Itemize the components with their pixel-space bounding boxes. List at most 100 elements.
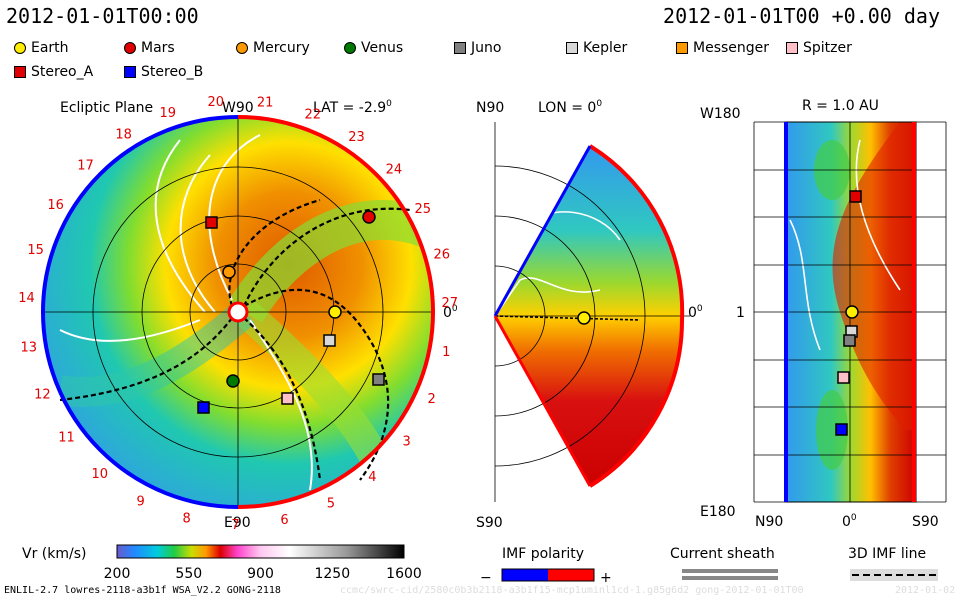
ecliptic-top-label: W90 [222,100,254,116]
juno-marker [372,373,385,386]
stereo-a-marker [205,216,218,229]
carrington-label: 15 [27,243,44,258]
ecliptic-bottom-label: E90 [224,515,251,531]
carrington-label: 25 [415,202,432,217]
legend-label: Earth [31,40,69,56]
legend-label: Mars [141,40,175,56]
latlon-title: R = 1.0 AU [802,98,879,114]
colorbar [116,544,405,559]
model-info: ENLIL-2.7 lowres-2118-a3b1f WSA_V2.2 GON… [4,585,281,596]
carrington-label: 17 [77,159,94,174]
mercury-marker [222,265,236,279]
latlon-xtick-right: S90 [912,514,939,530]
carrington-label: 23 [348,130,365,145]
current-sheath-label: Current sheath [670,546,775,562]
meridional-bottom-label: S90 [476,515,503,531]
legend-item-venus: Venus [344,40,403,56]
latlon-mid-label: 1 [736,305,745,321]
meridional-plane-panel [493,122,690,502]
carrington-label: 7 [231,518,239,533]
square-marker-icon [454,42,466,54]
circle-marker-icon [124,42,136,54]
carrington-label: 21 [257,96,274,111]
carrington-label: 5 [327,497,335,512]
carrington-label: 19 [160,106,177,121]
legend-label: Kepler [583,40,628,56]
legend-item-spitzer: Spitzer [786,40,852,56]
carrington-label: 11 [58,431,75,446]
carrington-label: 26 [434,248,451,263]
ecliptic-plane-panel [40,115,436,509]
latlon-earth-marker [845,305,859,319]
latlon-stereo-a-marker [849,190,862,203]
venus-marker [226,374,240,388]
latlon-spitzer-marker [837,371,850,384]
earth-marker [328,305,342,319]
carrington-label: 16 [47,198,64,213]
datetime-right: 2012-01-01T00 +0.00 day [663,4,940,28]
date-stamp: 2012-01-02 [895,585,956,596]
imf-plus-label: + [600,570,612,586]
colorbar-tick-label: 550 [175,566,202,582]
meridional-lon-label: LON = 00 [538,99,602,116]
carrington-label: 3 [402,435,410,450]
ecliptic-title: Ecliptic Plane [60,100,153,116]
colorbar-ticks: 200 550 900 1250 1600 [104,566,422,582]
legend-label: Venus [361,40,404,56]
kepler-marker [323,334,336,347]
legend-item-mercury: Mercury [236,40,310,56]
legend-item-kepler: Kepler [566,40,627,56]
legend-label: Stereo_B [141,64,204,80]
legend-item-messenger: Messenger [676,40,769,56]
colorbar-tick-label: 900 [247,566,274,582]
imf-positive-swatch [548,569,594,581]
legend-item-earth: Earth [14,40,69,56]
imf-negative-swatch [502,569,548,581]
ecliptic-lat-label: LAT = -2.90 [313,99,392,116]
square-marker-icon [14,66,26,78]
carrington-label: 1 [442,345,450,360]
legend-label: Mercury [253,40,310,56]
carrington-label: 20 [208,95,225,110]
legend-item-mars: Mars [124,40,175,56]
latlon-panel [753,121,947,503]
carrington-label: 10 [92,467,109,482]
latlon-top-left-label: W180 [700,106,741,122]
carrington-label: 24 [386,162,403,177]
carrington-label: 8 [183,512,191,527]
circle-marker-icon [236,42,248,54]
colorbar-tick-label: 200 [104,566,131,582]
meridional-right-label: 00 [688,304,703,321]
carrington-label: 9 [137,494,145,509]
watermark: ccmc/swrc-cid/2580c0b3b2118-a3b1f15-mcp1… [340,585,804,596]
latlon-stereo-b-marker [835,423,848,436]
carrington-label: 2 [428,392,436,407]
imf3d-label: 3D IMF line [848,546,926,562]
meridional-top-label: N90 [476,100,504,116]
carrington-label: 14 [18,291,35,306]
meridional-earth-marker [577,311,591,325]
mars-marker [362,210,376,224]
legend-label: Stereo_A [31,64,94,80]
carrington-label: 22 [305,108,322,123]
square-marker-icon [786,42,798,54]
colorbar-tick-label: 1600 [386,566,422,582]
carrington-label: 12 [34,388,51,403]
square-marker-icon [566,42,578,54]
ecliptic-objects [197,210,385,414]
circle-marker-icon [14,42,26,54]
imf-polarity-label: IMF polarity [502,546,584,562]
spitzer-marker [281,392,294,405]
legend-label: Juno [471,40,502,56]
legend-item-stereo-b: Stereo_B [124,64,203,80]
legend-item-juno: Juno [454,40,501,56]
carrington-label: 6 [280,513,288,528]
legend-label: Spitzer [803,40,852,56]
latlon-bottom-left-label: E180 [700,504,736,520]
carrington-label: 13 [21,340,38,355]
stereo-b-marker [197,401,210,414]
current-sheath-swatch [682,569,778,580]
imf3d-swatch [850,569,938,581]
circle-marker-icon [344,42,356,54]
